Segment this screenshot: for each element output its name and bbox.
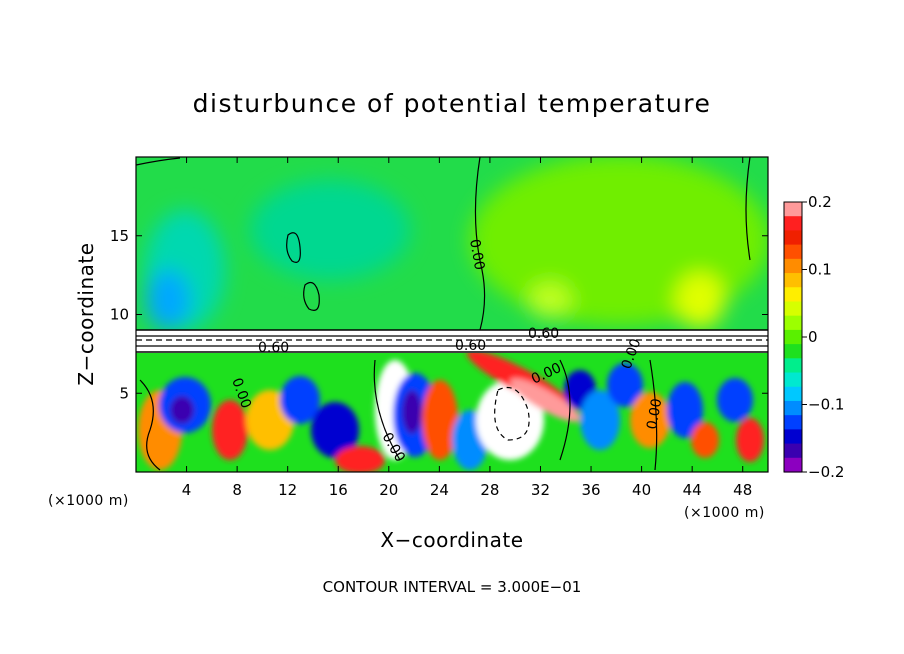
x-tick-label: 48: [733, 481, 752, 499]
x-tick-label: 40: [632, 481, 651, 499]
contour-zero: [136, 157, 181, 166]
contour-lines: [136, 157, 768, 471]
cold-patch: [311, 402, 359, 458]
contour-zero: [286, 232, 301, 263]
warm-patch: [510, 378, 580, 422]
y-tick-label: 15: [110, 227, 129, 245]
warm-patch: [422, 380, 458, 460]
upper-field-anomalies: [145, 157, 768, 330]
colorbar-tick-label: 0: [808, 328, 818, 346]
colorbar-swatch: [784, 329, 802, 345]
colorbar: 0.2 0.1 0 −0.1 −0.2: [783, 193, 844, 481]
colorbar-swatch: [784, 258, 802, 274]
warm-anomaly-right: [675, 272, 725, 328]
y-axis-label: Z−coordinate: [74, 242, 98, 385]
contour-zero: [303, 282, 320, 311]
contour-label: 0.60: [455, 338, 486, 354]
colorbar-swatch: [784, 358, 802, 374]
x-tick-label: 28: [480, 481, 499, 499]
x-tick-label: 16: [329, 481, 348, 499]
colorbar-swatch: [784, 400, 802, 416]
colorbar-swatch: [784, 315, 802, 331]
x-axis: 4 8 12 16 20 24 28 32 36 40 44 48: [182, 157, 752, 499]
contour-label: 0.60: [528, 326, 559, 342]
warm-patch: [212, 400, 248, 460]
colorbar-swatch: [784, 386, 802, 402]
x-tick-label: 12: [278, 481, 297, 499]
cold-patch: [402, 390, 422, 434]
x-tick-label: 24: [430, 481, 449, 499]
x-tick-label: 20: [379, 481, 398, 499]
colorbar-swatch: [784, 287, 802, 303]
colorbar-swatch: [784, 415, 802, 430]
y-tick-label: 5: [119, 384, 129, 402]
temperature-field: 0.00 0.00 0.60 0.60 0.60 0.00 0.00 0.00 …: [136, 157, 768, 472]
colorbar-tick-label: −0.1: [808, 396, 844, 414]
cool-anomaly-center: [250, 180, 410, 280]
colorbar-swatch: [784, 273, 802, 288]
contour-label: 0.00: [644, 397, 665, 430]
contour-zero: [139, 379, 161, 471]
warm-anomaly-mid: [528, 282, 572, 318]
colorbar-swatch: [784, 429, 802, 445]
colorbar-swatch: [784, 344, 802, 359]
warm-patch: [736, 418, 764, 462]
contour-zero: [559, 359, 571, 461]
lower-turbulent-field: [136, 353, 768, 472]
colorbar-tick-label: −0.2: [808, 463, 844, 481]
y-axis: 5 10 15: [110, 227, 768, 402]
colorbar-swatch: [784, 202, 802, 217]
colorbar-swatch: [784, 443, 802, 459]
colorbar-swatch: [784, 244, 802, 260]
colorbar-tick-label: 0.2: [808, 193, 832, 211]
lower-field-patches: [138, 353, 764, 472]
x-tick-label: 8: [232, 481, 242, 499]
x-unit-label-right: (×1000 m): [684, 505, 765, 521]
contour-negative: [494, 386, 530, 441]
colorbar-swatch: [784, 301, 802, 317]
colorbar-tick-label: 0.1: [808, 261, 832, 279]
cold-patch: [580, 390, 620, 450]
colorbar-swatch: [784, 457, 802, 473]
colorbar-swatch: [784, 372, 802, 388]
contour-zero: [649, 359, 658, 471]
cold-patch: [667, 382, 703, 438]
y-tick-label: 10: [110, 306, 129, 324]
contour-label: 0.00: [466, 238, 487, 271]
x-tick-label: 4: [182, 481, 192, 499]
x-tick-label: 44: [683, 481, 702, 499]
x-tick-label: 32: [531, 481, 550, 499]
x-axis-label: X−coordinate: [380, 528, 523, 552]
chart-title: disturbunce of potential temperature: [193, 89, 712, 118]
warm-patch: [691, 422, 719, 458]
cold-patch: [607, 363, 643, 407]
contour-interval-note: CONTOUR INTERVAL = 3.000E−01: [323, 578, 582, 596]
contour-zero: [745, 157, 751, 261]
stable-layer: [136, 330, 768, 354]
cold-anomaly-left: [146, 270, 190, 330]
warm-patch: [630, 392, 670, 448]
x-unit-label-left: (×1000 m): [48, 493, 129, 509]
warm-patch: [335, 446, 385, 472]
warm-region-right: [470, 157, 768, 325]
contour-zero: [474, 157, 486, 331]
contour-zero: [373, 359, 401, 461]
cold-patch: [717, 378, 753, 422]
colorbar-swatch: [784, 230, 802, 246]
cold-patch: [280, 376, 320, 424]
contour-label: 0.60: [258, 340, 289, 356]
x-tick-label: 36: [581, 481, 600, 499]
colorbar-swatch: [784, 216, 802, 232]
cold-patch: [170, 396, 194, 424]
